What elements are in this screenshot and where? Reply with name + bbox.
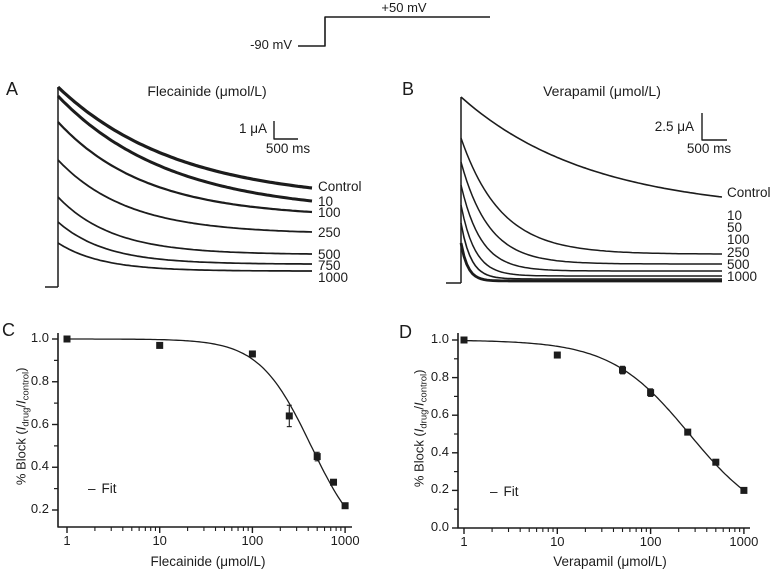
panel-a-scalebar-time-label: 500 ms	[265, 141, 311, 156]
panel-d-ylabel-text: % Block (	[411, 432, 427, 488]
panel-b-letter: B	[402, 79, 415, 99]
panel-a-title: Flecainide (μmol/L)	[147, 83, 267, 99]
panel-c-ylabel-i-drug: I	[13, 426, 29, 431]
panel-d-ylabel-i-control: I	[411, 402, 427, 406]
panel-a-scalebar-amplitude-label: 1 μA	[238, 121, 267, 136]
panel-d-data-points	[460, 336, 748, 494]
panel-d-letter: D	[399, 322, 412, 342]
panel-d-fit-curve	[464, 339, 745, 491]
panel-d-legend-label: Fit	[503, 484, 519, 499]
panel-d-marker	[712, 458, 720, 466]
panel-c-marker	[248, 350, 256, 358]
panel-c-marker	[330, 478, 338, 486]
panel-c-marker	[63, 335, 71, 343]
panel-d-legend-line-marker: –	[490, 484, 498, 499]
panel-d-marker	[684, 428, 692, 436]
panel-c-marker	[285, 412, 293, 420]
panel-a-traces	[45, 85, 313, 288]
panel-d-ylabel-sub-drug: drug	[418, 409, 430, 429]
panel-d-marker	[460, 336, 468, 344]
panel-c-ylabel-sub-control: control	[20, 371, 32, 401]
panel-c-x-axis-label: Flecainide (μmol/L)	[150, 554, 266, 569]
panel-d-ylabel-i-drug: I	[411, 428, 427, 433]
panel-c-axes	[52, 333, 352, 533]
panel-c-marker	[313, 453, 321, 461]
panel-c-ylabel-close: )	[13, 367, 29, 372]
panel-a-scalebar	[273, 121, 298, 140]
panel-c-fit-curve	[67, 338, 346, 508]
panel-c-letter: C	[2, 320, 15, 340]
panel-c-y-axis-label: % Block (Idrug/Icontrol)	[13, 326, 32, 526]
protocol-holding-voltage-label: -90 mV	[250, 37, 292, 52]
panel-b-scalebar-time-label: 500 ms	[686, 141, 732, 156]
panel-b-title: Verapamil (μmol/L)	[543, 83, 661, 99]
panel-d-legend: – Fit	[490, 484, 519, 499]
panel-d-axes	[452, 333, 750, 534]
panel-c-legend-line-marker: –	[88, 481, 96, 496]
panel-c-legend-label: Fit	[101, 481, 117, 496]
panel-d-marker	[553, 351, 561, 359]
panel-c-legend: – Fit	[88, 481, 117, 496]
panel-b-scalebar	[701, 113, 727, 141]
panel-c-data-points	[63, 335, 349, 510]
panel-d-ylabel-close: )	[411, 369, 427, 374]
protocol-step-voltage-label: +50 mV	[381, 0, 427, 15]
voltage-protocol-trace	[298, 16, 490, 47]
panel-c-ylabel-text: % Block (	[13, 430, 29, 486]
panel-b-traces	[446, 96, 723, 284]
panel-a-letter: A	[6, 79, 19, 99]
panel-d-x-axis-label: Verapamil (μmol/L)	[553, 554, 667, 569]
panel-c-marker	[341, 502, 349, 510]
panel-c-marker	[156, 341, 164, 349]
panel-c-ylabel-sub-drug: drug	[20, 407, 32, 427]
panel-c-ylabel-i-control: I	[13, 400, 29, 404]
panel-d-marker	[619, 366, 627, 374]
panel-d-marker	[740, 486, 748, 494]
panel-b-scalebar-amplitude-label: 2.5 μA	[654, 119, 694, 134]
panel-d-ylabel-sub-control: control	[418, 373, 430, 403]
panel-d-y-axis-label: % Block (Idrug/Icontrol)	[411, 328, 430, 528]
panel-d-marker	[647, 389, 655, 397]
